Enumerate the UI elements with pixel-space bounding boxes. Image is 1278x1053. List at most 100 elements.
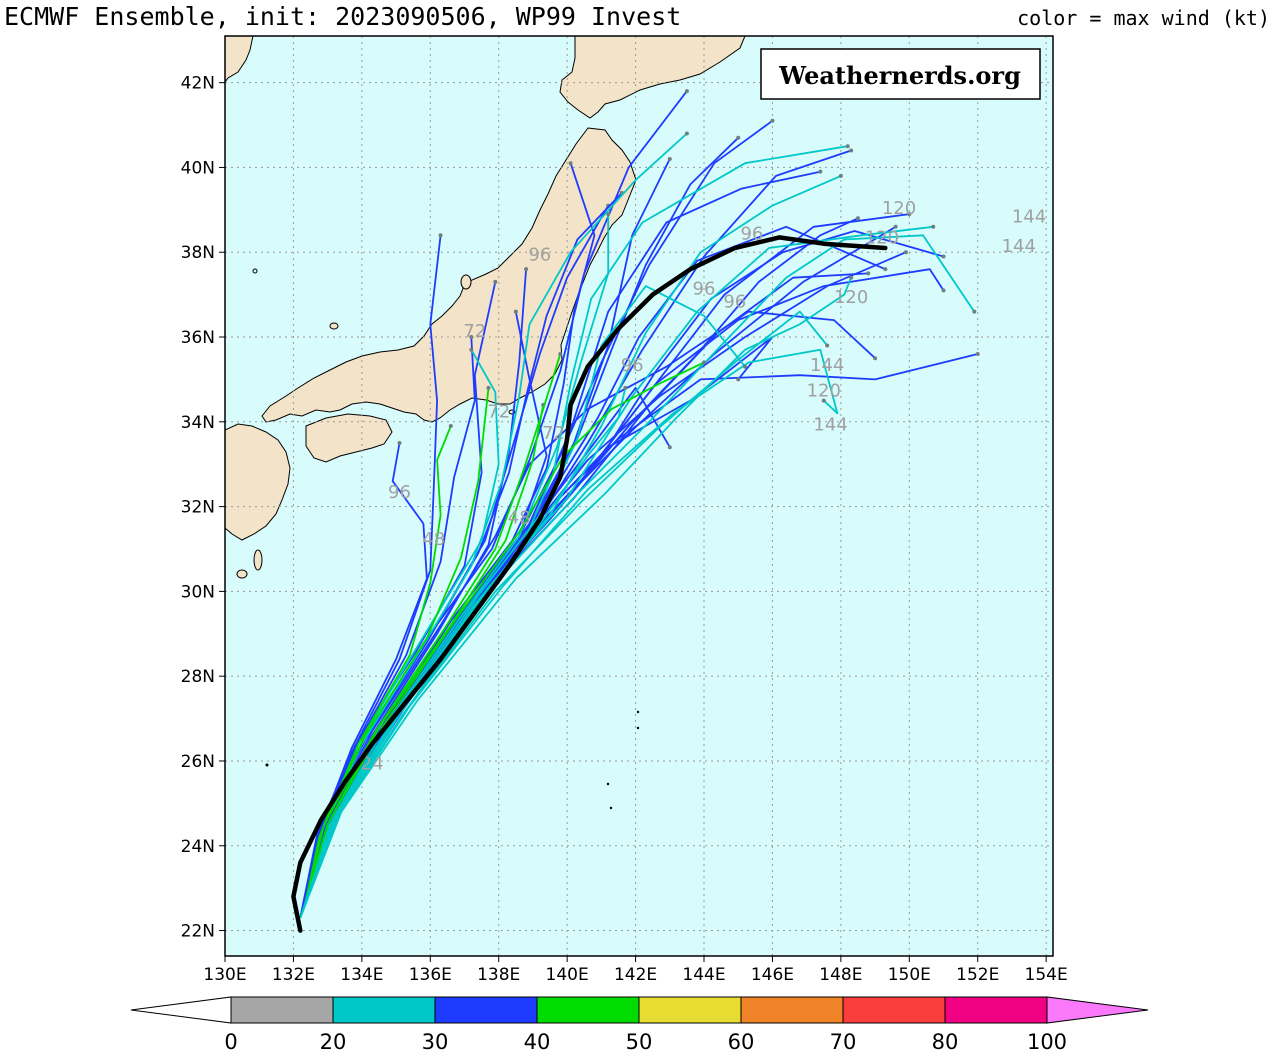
kyushu-landmass: [225, 423, 291, 541]
colorbar-segment: [740, 996, 844, 1024]
track-end-marker: [684, 89, 689, 94]
lat-tick-label: 36N: [181, 328, 215, 348]
forecast-hour-label: 120: [807, 380, 841, 401]
legend-caption: color = max wind (kt): [1017, 6, 1270, 30]
track-end-marker: [941, 254, 946, 259]
ensemble-member-track: [299, 361, 705, 919]
watermark-text: Weathernerds.org: [778, 61, 1021, 90]
track-end-marker: [907, 212, 912, 217]
ocean-background: [225, 36, 1053, 956]
forecast-hour-label: 144: [1002, 236, 1036, 257]
small-island-d: [609, 806, 613, 810]
lon-tick-label: 136E: [409, 965, 452, 985]
yakushima-island: [236, 569, 248, 579]
lon-tick-label: 148E: [819, 965, 862, 985]
track-end-marker: [469, 335, 474, 340]
mean-track-line: [291, 235, 888, 933]
ensemble-member-track: [299, 353, 562, 919]
colorbar-segment: [332, 996, 436, 1024]
lon-tick-label: 146E: [751, 965, 794, 985]
lat-tick-label: 42N: [181, 74, 215, 94]
ensemble-member-track: [299, 310, 876, 919]
track-end-marker: [667, 156, 672, 161]
map-frame: [224, 35, 1054, 957]
track-end-marker: [903, 250, 908, 255]
forecast-hour-label: 48: [508, 508, 531, 529]
track-end-marker: [667, 445, 672, 450]
lon-tick-label: 140E: [546, 965, 589, 985]
lon-tick-label: 152E: [956, 965, 999, 985]
track-end-marker: [931, 224, 936, 229]
forecast-hour-label: 72: [487, 402, 510, 423]
forecast-hour-label: 120: [882, 198, 916, 219]
forecast-hour-label: 96: [621, 355, 644, 376]
map-axes: 130E 132E 134E 136E 138E 140E 142E 144E 146E 148E…: [181, 74, 1068, 985]
lat-tick-label: 40N: [181, 158, 215, 178]
chart-title: ECMWF Ensemble, init: 2023090506, WP99 I…: [4, 2, 682, 31]
track-end-marker: [469, 347, 474, 352]
lat-tick-label: 28N: [181, 667, 215, 687]
forecast-hour-label: 24: [361, 753, 384, 774]
track-end-marker: [855, 216, 860, 221]
colorbar-segment: [434, 996, 538, 1024]
forecast-hour-label: 96: [723, 291, 746, 312]
forecast-hour-label: 72: [463, 321, 486, 342]
colorbar-label: 30: [422, 1030, 449, 1053]
colorbar-segment: [230, 996, 334, 1024]
colorbar-segment: [944, 996, 1048, 1024]
track-end-marker: [558, 351, 563, 356]
sado-island: [460, 274, 472, 290]
track-end-marker: [825, 343, 830, 348]
ensemble-member-track: [299, 310, 828, 919]
track-end-marker: [818, 169, 823, 174]
ensemble-member-track: [299, 425, 452, 919]
lat-tick-label: 24N: [181, 837, 215, 857]
ensemble-tracks: [299, 89, 980, 919]
track-end-marker: [736, 135, 741, 140]
track-end-marker: [493, 279, 498, 284]
colorbar-over-arrow: [1046, 996, 1149, 1024]
colorbar-segment: [638, 996, 742, 1024]
small-island-b: [265, 763, 269, 767]
oki-islands: [329, 322, 339, 330]
forecast-hour-label: 120: [865, 228, 899, 249]
forecast-hour-label: 144: [810, 355, 844, 376]
lon-tick-label: 142E: [614, 965, 657, 985]
track-end-marker: [941, 288, 946, 293]
colorbar-label: 0: [224, 1030, 237, 1053]
track-end-marker: [623, 385, 628, 390]
tanegashima-island: [253, 549, 263, 571]
track-end-marker: [397, 441, 402, 446]
colorbar-label: 100: [1027, 1030, 1067, 1053]
colorbar-under-arrow: [130, 996, 232, 1024]
forecast-hour-label: 144: [1012, 207, 1046, 228]
colorbar-label: 50: [626, 1030, 653, 1053]
track-end-marker: [702, 360, 707, 365]
track-end-marker: [684, 131, 689, 136]
colorbar-segment: [536, 996, 640, 1024]
forecast-hour-label: 96: [528, 245, 551, 266]
ensemble-member-track: [299, 442, 428, 918]
lat-tick-label: 30N: [181, 582, 215, 602]
ensemble-member-track: [299, 348, 839, 919]
small-island-e: [636, 710, 640, 714]
forecast-hour-label: 48: [422, 529, 445, 550]
shikoku-landmass: [305, 413, 393, 463]
ensemble-mean-track: [291, 235, 888, 933]
lat-tick-label: 38N: [181, 243, 215, 263]
lat-tick-label: 26N: [181, 752, 215, 772]
track-end-marker: [883, 267, 888, 272]
lon-tick-label: 132E: [272, 965, 315, 985]
lon-tick-label: 134E: [340, 965, 383, 985]
track-end-marker: [849, 148, 854, 153]
colorbar-segment: [842, 996, 946, 1024]
colorbar-label: 40: [524, 1030, 551, 1053]
small-island-f: [636, 726, 640, 730]
forecast-hour-label: 120: [834, 287, 868, 308]
track-end-marker: [845, 144, 850, 149]
lat-tick-label: 34N: [181, 413, 215, 433]
forecast-hour-label: 72: [542, 423, 565, 444]
track-end-marker: [524, 267, 529, 272]
lon-tick-label: 150E: [888, 965, 931, 985]
